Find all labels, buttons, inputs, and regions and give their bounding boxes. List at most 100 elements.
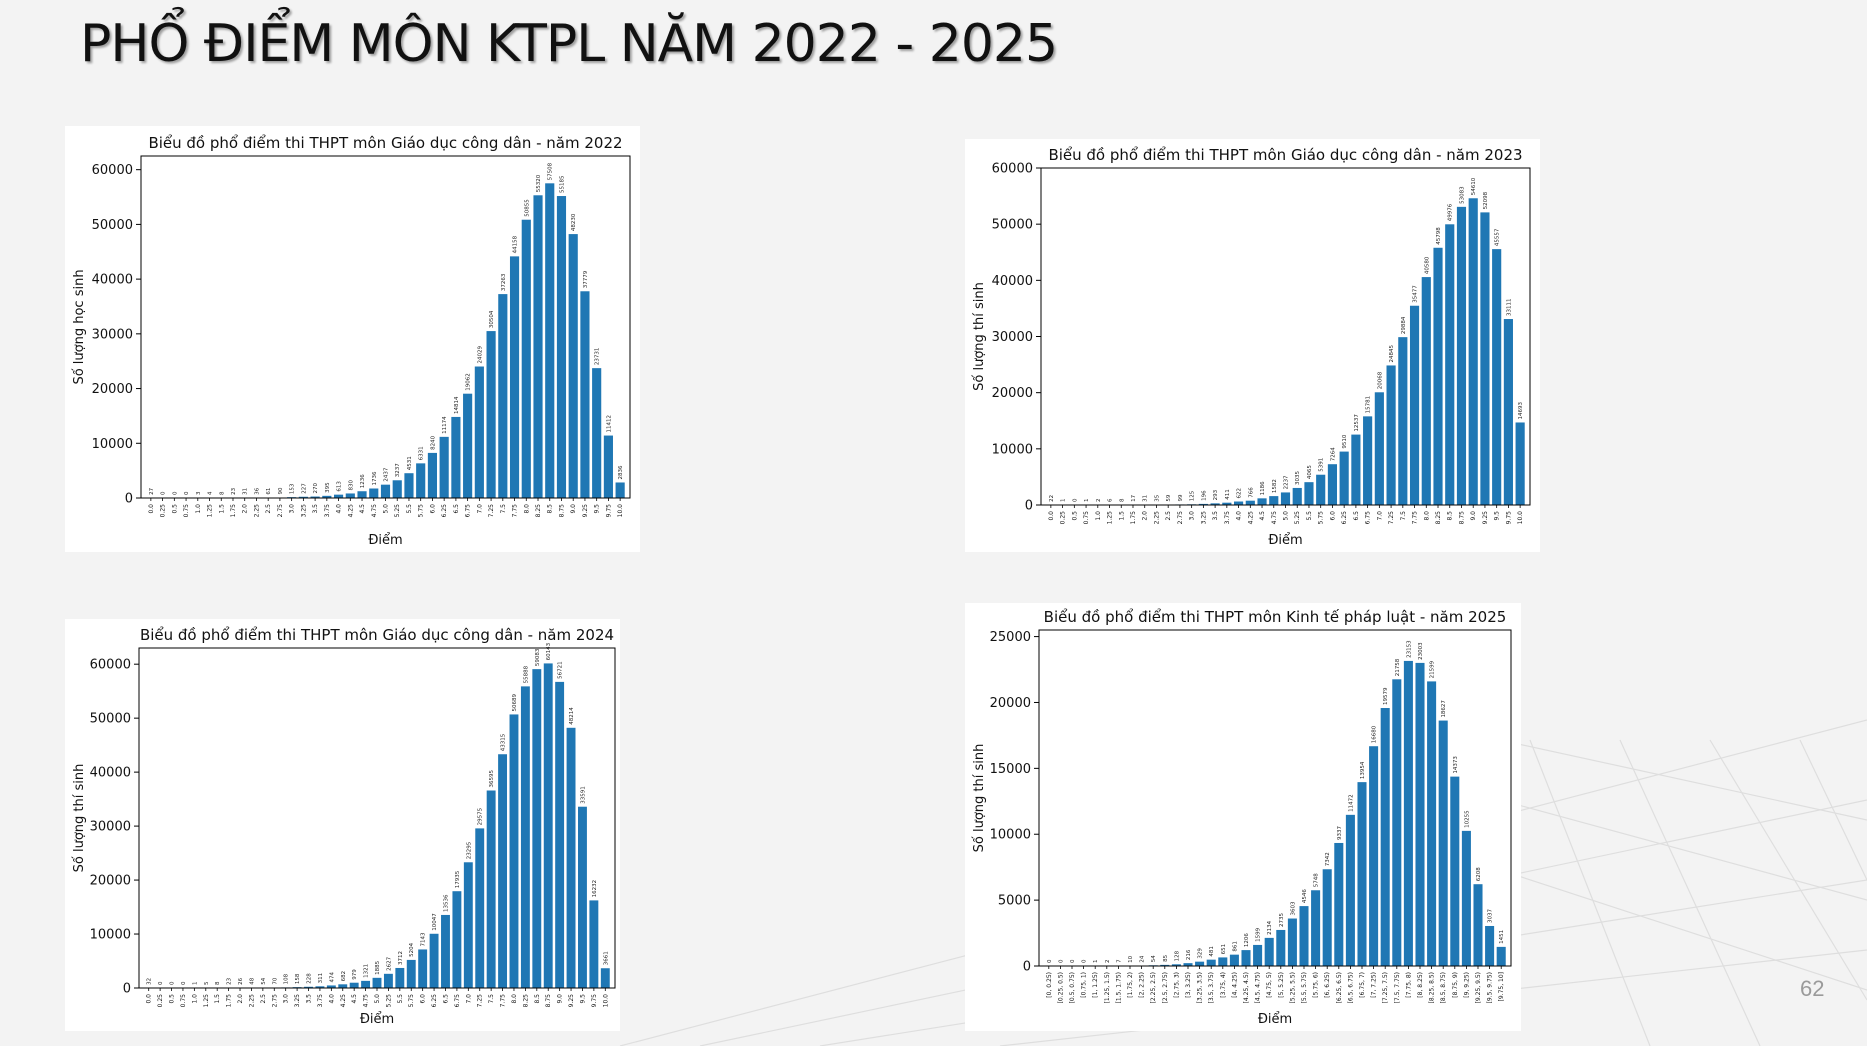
x-tick-label: 5.0	[1283, 511, 1290, 521]
x-tick-label: 5.75	[1318, 511, 1325, 525]
x-tick-label: [0.5, 0.75)	[1069, 972, 1076, 1003]
bar	[1496, 946, 1506, 966]
y-tick-label: 20000	[992, 386, 1033, 401]
bar	[1398, 337, 1408, 505]
data-label: 11472	[1348, 794, 1354, 812]
data-label: 6208	[1476, 867, 1482, 881]
bar	[463, 393, 473, 498]
x-tick-label: [1, 1.25)	[1092, 972, 1099, 998]
bar	[1369, 746, 1379, 966]
x-tick-label: 7.5	[1400, 511, 1407, 521]
bar	[592, 368, 602, 498]
data-label: 228	[307, 973, 313, 984]
bar	[322, 495, 332, 498]
data-label: 3712	[398, 951, 404, 965]
x-tick-label: 2.0	[237, 994, 244, 1004]
x-tick-label: 6.75	[454, 994, 461, 1008]
x-tick-label: 3.0	[289, 504, 296, 514]
x-tick-label: [7, 7.25)	[1371, 972, 1378, 998]
data-label: 0	[172, 491, 178, 495]
data-label: 1	[1093, 959, 1099, 963]
data-label: 14814	[454, 396, 460, 414]
data-label: 1451	[1499, 930, 1505, 944]
bar	[1287, 918, 1297, 966]
chart-title: Biểu đồ phổ điểm thi THPT môn Kinh tế ph…	[1044, 608, 1507, 626]
bar	[338, 984, 348, 988]
x-tick-label: [2.25, 2.5)	[1150, 972, 1157, 1003]
bar	[404, 473, 414, 498]
y-tick-label: 15000	[990, 762, 1031, 777]
bar	[580, 291, 590, 498]
y-tick-label: 0	[125, 492, 133, 507]
bar	[1380, 708, 1390, 966]
bar	[1492, 249, 1502, 505]
x-tick-label: 3.0	[1189, 511, 1196, 521]
data-label: 2	[1096, 498, 1102, 502]
bar	[1427, 681, 1437, 966]
x-tick-label: 7.5	[488, 994, 495, 1004]
x-tick-label: [9.5, 9.75)	[1487, 972, 1494, 1003]
data-label: 23	[231, 487, 237, 494]
bar	[1433, 247, 1443, 506]
bar	[555, 681, 565, 988]
x-tick-label: 2.25	[248, 994, 255, 1008]
data-label: 1	[1084, 498, 1090, 502]
bar	[1198, 503, 1208, 505]
bar	[1229, 954, 1239, 966]
data-label: 196	[1201, 490, 1207, 501]
y-axis-label: Số lượng thí sinh	[972, 282, 987, 391]
x-tick-label: 6.0	[420, 994, 427, 1004]
data-label: 1321	[364, 964, 370, 978]
x-tick-label: 9.0	[1470, 511, 1477, 521]
x-tick-label: 3.0	[283, 994, 290, 1004]
bar	[439, 436, 449, 498]
x-tick-label: [0.75, 1)	[1081, 972, 1088, 998]
bar	[418, 949, 428, 988]
x-tick-label: 9.75	[591, 994, 598, 1008]
data-label: 56721	[558, 661, 564, 679]
x-axis-label: Điểm	[1268, 533, 1302, 548]
bar	[1195, 961, 1205, 966]
data-label: 13954	[1360, 761, 1366, 779]
data-label: 5748	[1314, 873, 1320, 887]
x-axis-label: Điểm	[360, 1012, 394, 1027]
x-axis-label: Điểm	[1258, 1012, 1292, 1027]
x-tick-label: 7.0	[476, 504, 483, 514]
x-tick-label: [3.75, 4)	[1220, 972, 1227, 998]
chart-panel-2025: Biểu đồ phổ điểm thi THPT môn Kinh tế ph…	[965, 603, 1521, 1031]
bar	[1421, 277, 1431, 505]
data-label: 128	[1174, 950, 1180, 961]
chart-panel-2024: Biểu đồ phổ điểm thi THPT môn Giáo dục c…	[65, 619, 620, 1031]
data-label: 9510	[1342, 434, 1348, 448]
x-tick-label: 5.25	[1294, 511, 1301, 525]
x-tick-label: 8.25	[522, 994, 529, 1008]
bar	[1409, 305, 1420, 505]
bar	[372, 977, 382, 988]
x-tick-label: 6.75	[1365, 511, 1372, 525]
bar	[1316, 474, 1326, 505]
x-tick-label: 0.25	[1060, 511, 1067, 525]
bar	[452, 891, 462, 988]
x-tick-label: 9.25	[582, 504, 589, 518]
x-tick-label: 0.75	[1083, 511, 1090, 525]
data-label: 31	[243, 488, 249, 495]
data-label: 153	[290, 483, 296, 494]
chart-title: Biểu đồ phổ điểm thi THPT môn Giáo dục c…	[1048, 146, 1522, 164]
data-label: 29884	[1401, 316, 1407, 334]
bar	[566, 727, 576, 988]
x-tick-label: 5.0	[383, 504, 390, 514]
data-label: 50855	[524, 199, 530, 217]
x-tick-label: 5.5	[406, 504, 413, 514]
bar	[1503, 319, 1513, 505]
data-label: 766	[1248, 487, 1254, 498]
data-label: 10047	[432, 913, 438, 931]
x-tick-label: [4.5, 4.75)	[1255, 972, 1262, 1003]
y-tick-label: 50000	[92, 218, 133, 233]
data-label: 7264	[1330, 447, 1336, 461]
data-label: 613	[337, 481, 343, 492]
x-tick-label: [0, 0.25)	[1046, 972, 1053, 998]
data-label: 21758	[1395, 658, 1401, 676]
bar	[392, 480, 402, 498]
bar	[475, 828, 485, 988]
data-label: 85	[1163, 954, 1169, 961]
